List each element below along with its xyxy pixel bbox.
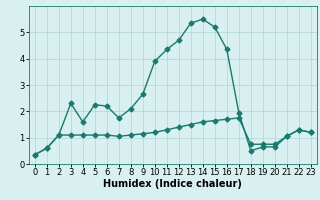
X-axis label: Humidex (Indice chaleur): Humidex (Indice chaleur) bbox=[103, 179, 242, 189]
